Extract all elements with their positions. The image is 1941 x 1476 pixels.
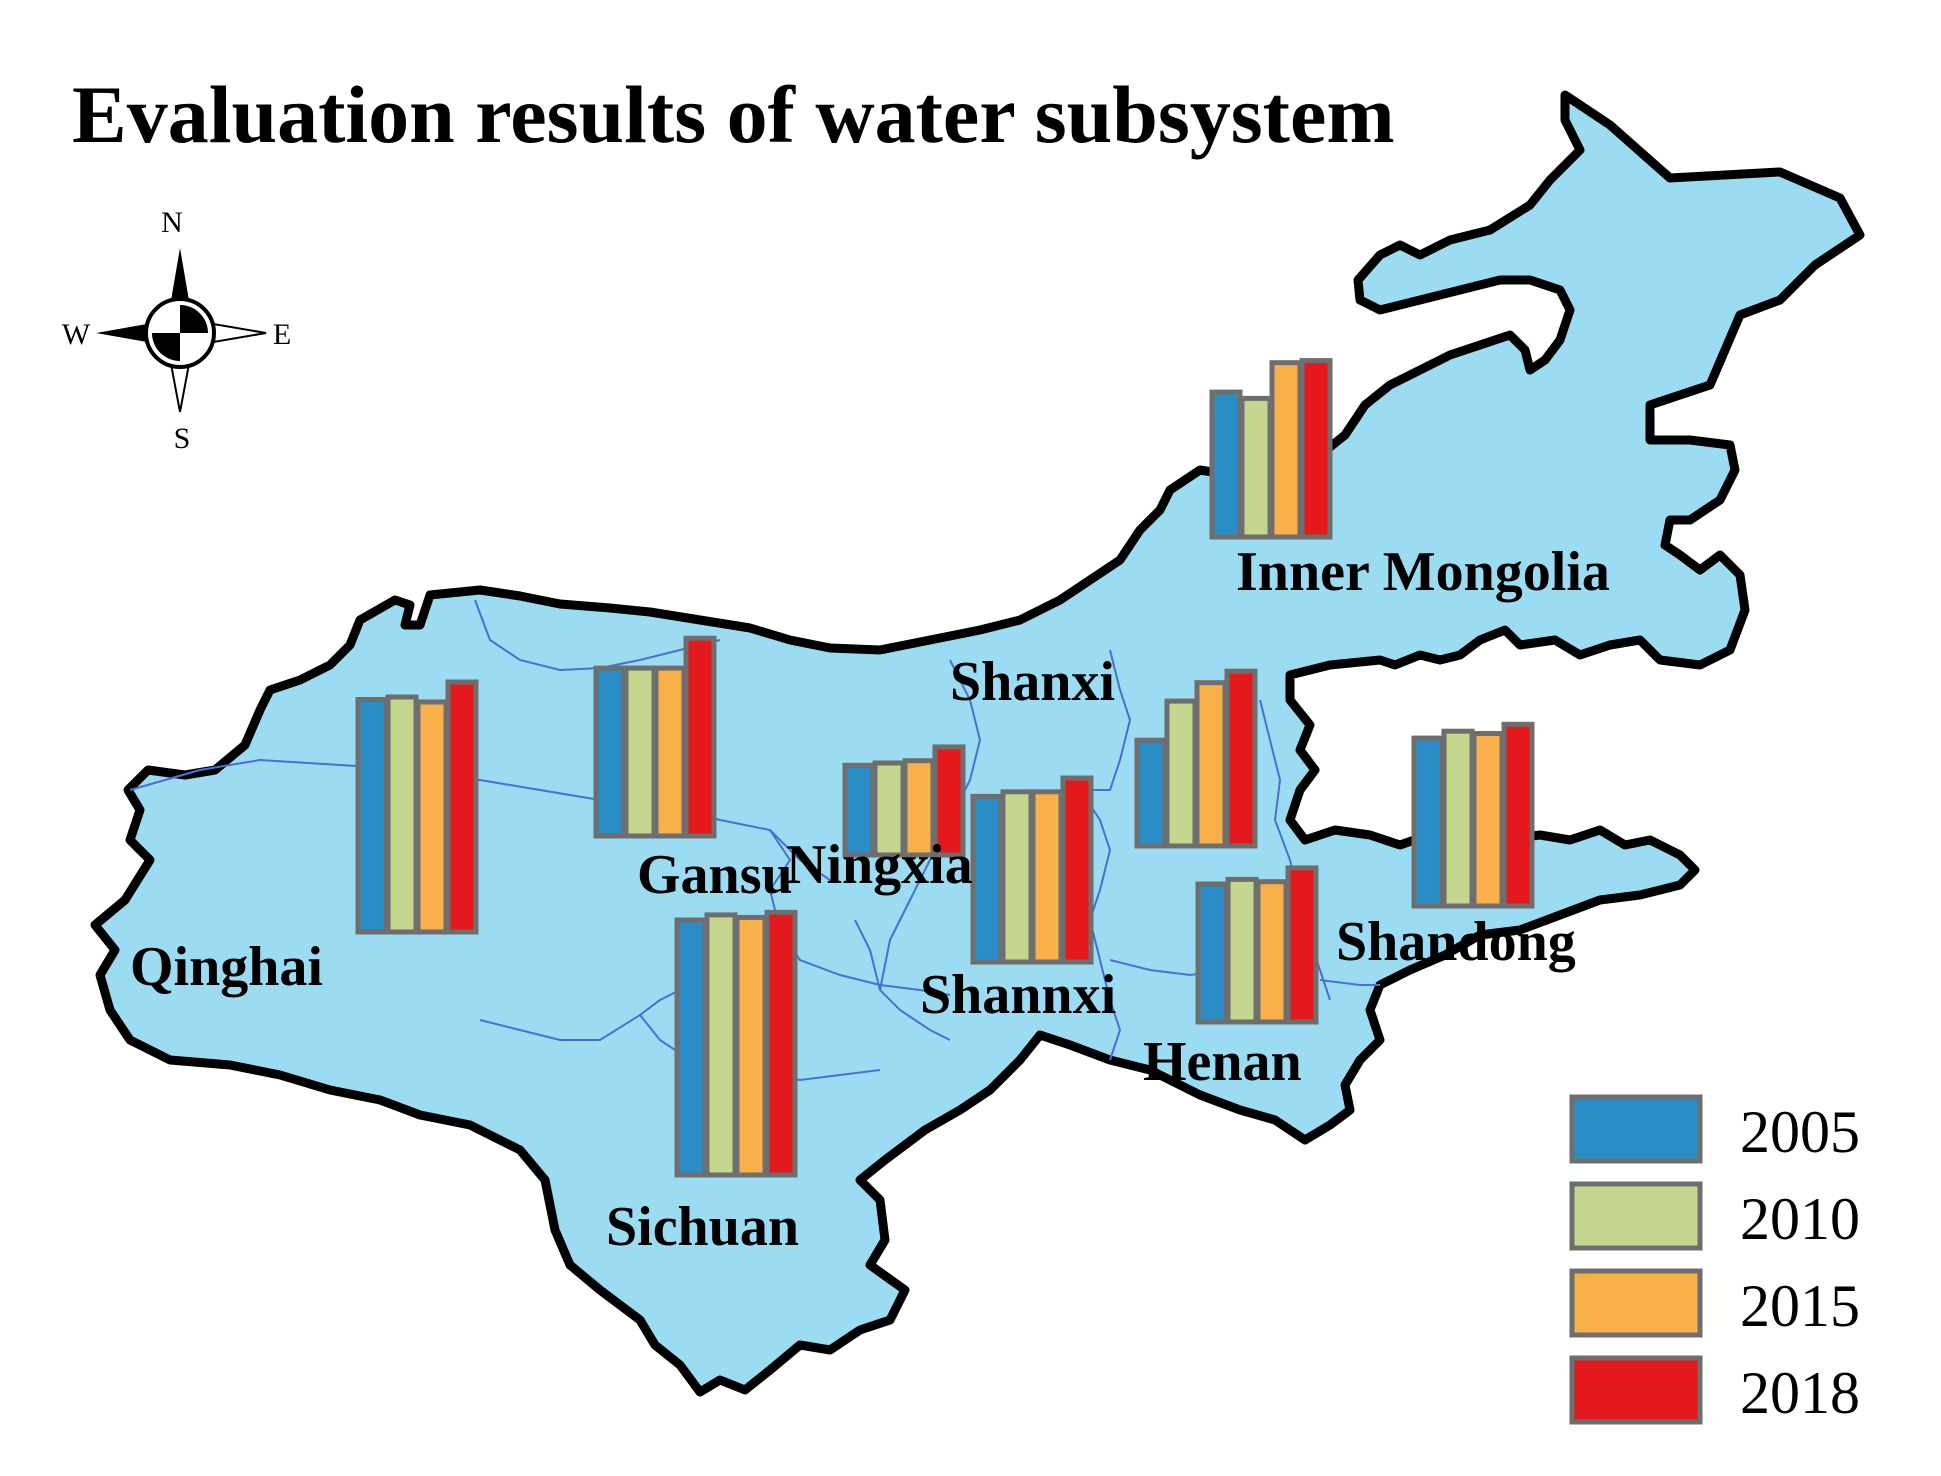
bar-inner-mongolia-2005: [1209, 389, 1243, 540]
label-shandong: Shandong: [1336, 911, 1576, 973]
bar-chart-shannxi: [970, 775, 1094, 965]
bar-ningxia-2015: [902, 758, 936, 858]
bar-shandong-2005: [1411, 735, 1445, 909]
bar-shannxi-2015: [1030, 789, 1064, 965]
legend-swatch-2015: [1569, 1268, 1703, 1338]
compass-south-label: S: [174, 422, 191, 455]
bar-sichuan-2018: [764, 909, 798, 1178]
legend-swatch-2018: [1569, 1355, 1703, 1425]
bar-shanxi-2010: [1164, 698, 1198, 849]
bar-shannxi-2018: [1060, 775, 1094, 965]
bar-qinghai-2005: [355, 697, 389, 935]
label-ningxia: Ningxia: [786, 834, 973, 896]
label-inner-mongolia: Inner Mongolia: [1236, 541, 1610, 603]
legend-label-2018: 2018: [1740, 1360, 1860, 1426]
north-arrow-compass-icon: N S E W: [62, 206, 291, 455]
bar-shandong-2015: [1471, 731, 1505, 909]
bar-shanxi-2005: [1134, 737, 1168, 849]
bar-sichuan-2005: [674, 917, 708, 1178]
bar-gansu-2010: [623, 665, 657, 839]
label-shanxi: Shanxi: [950, 651, 1115, 713]
legend-swatch-2010: [1569, 1181, 1703, 1251]
map-title: Evaluation results of water subsystem: [72, 69, 1395, 160]
bar-shandong-2010: [1441, 728, 1475, 909]
bar-chart-gansu: [593, 635, 717, 839]
bar-qinghai-2010: [385, 694, 419, 935]
legend-label-2010: 2010: [1740, 1186, 1860, 1252]
bar-sichuan-2010: [704, 912, 738, 1178]
bar-henan-2015: [1255, 879, 1289, 1025]
legend-label-2015: 2015: [1740, 1273, 1860, 1339]
bar-shandong-2018: [1501, 721, 1535, 909]
bar-qinghai-2018: [445, 679, 479, 935]
bar-chart-inner-mongolia: [1209, 358, 1333, 540]
bar-henan-2018: [1285, 865, 1319, 1025]
legend: 2005 2010 2015 2018: [1569, 1094, 1860, 1426]
label-shannxi: Shannxi: [920, 964, 1116, 1026]
bar-inner-mongolia-2010: [1239, 395, 1273, 540]
province-bar-charts: [355, 358, 1535, 1178]
bar-shannxi-2005: [970, 793, 1004, 965]
compass-west-label: W: [62, 318, 91, 351]
bar-inner-mongolia-2018: [1299, 358, 1333, 540]
bar-chart-henan: [1195, 865, 1319, 1025]
label-qinghai: Qinghai: [130, 936, 323, 998]
bar-shannxi-2010: [1000, 789, 1034, 965]
bar-chart-qinghai: [355, 679, 479, 935]
bar-qinghai-2015: [415, 699, 449, 935]
bar-shanxi-2015: [1194, 680, 1228, 849]
bar-chart-shandong: [1411, 721, 1535, 909]
label-gansu: Gansu: [637, 844, 793, 906]
bar-henan-2005: [1195, 881, 1229, 1025]
label-henan: Henan: [1143, 1031, 1302, 1093]
bar-ningxia-2018: [932, 744, 966, 858]
bar-gansu-2018: [683, 635, 717, 839]
compass-north-label: N: [161, 206, 183, 239]
bar-henan-2010: [1225, 876, 1259, 1025]
region-labels: Inner Mongolia Qinghai Gansu Ningxia Sha…: [130, 541, 1610, 1258]
label-sichuan: Sichuan: [606, 1196, 799, 1258]
bar-chart-sichuan: [674, 909, 798, 1178]
bar-shanxi-2018: [1224, 668, 1258, 849]
bar-gansu-2015: [653, 665, 687, 839]
bar-chart-shanxi: [1134, 668, 1258, 849]
bar-sichuan-2015: [734, 914, 768, 1178]
legend-swatch-2005: [1569, 1094, 1703, 1164]
bar-gansu-2005: [593, 665, 627, 839]
bar-chart-ningxia: [842, 744, 966, 858]
compass-east-label: E: [273, 318, 291, 351]
bar-inner-mongolia-2015: [1269, 360, 1303, 540]
legend-label-2005: 2005: [1740, 1099, 1860, 1165]
